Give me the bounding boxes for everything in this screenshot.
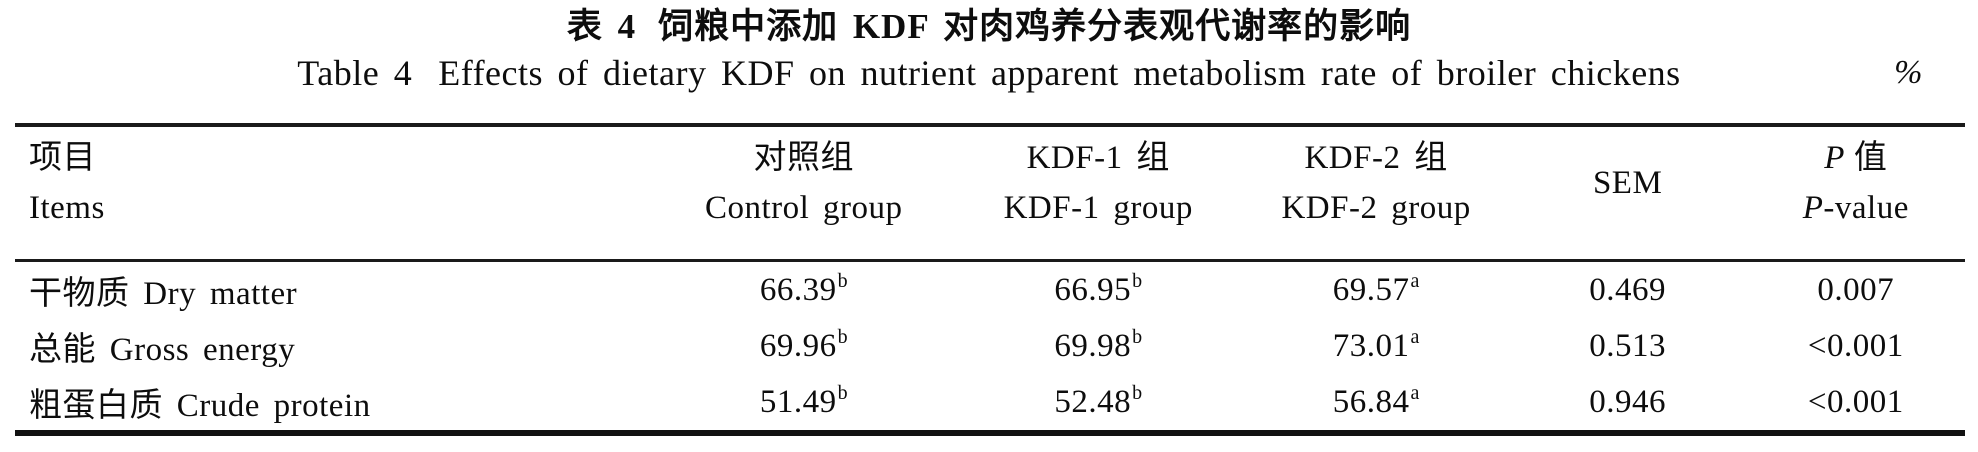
p-cn-rest: 值 bbox=[1853, 140, 1888, 176]
col-header-kdf1-en: KDF-1 group bbox=[1003, 190, 1193, 226]
table-title-chinese-text: 饲粮中添加 KDF 对肉鸡养分表观代谢率的影响 bbox=[658, 7, 1412, 46]
col-header-control-cn: 对照组 bbox=[753, 140, 855, 176]
significance-superscript: b bbox=[1132, 269, 1143, 292]
significance-superscript: b bbox=[837, 325, 848, 348]
table-row: 粗蛋白质 Crude protein 51.49b 52.48b 56.84a … bbox=[15, 374, 1965, 433]
cell-sem: 0.469 bbox=[1589, 271, 1666, 308]
table-number-chinese: 表 4 bbox=[566, 7, 637, 46]
cell-p-value: <0.001 bbox=[1807, 383, 1904, 420]
row-label: 总能 Gross energy bbox=[29, 332, 296, 368]
cell-kdf1-group: 66.95b bbox=[953, 261, 1244, 319]
significance-superscript: b bbox=[1132, 381, 1143, 404]
cell-value: 66.39 bbox=[759, 271, 837, 308]
col-header-kdf2-cn: KDF-2 组 bbox=[1304, 140, 1448, 176]
cell-value: 69.57 bbox=[1332, 271, 1410, 308]
col-header-control-en: Control group bbox=[704, 190, 903, 226]
cell-value: 56.84 bbox=[1332, 383, 1410, 420]
cell-control-group: 66.39b bbox=[655, 261, 953, 319]
col-header-sem-label: SEM bbox=[1592, 165, 1663, 201]
cell-kdf1-group: 69.98b bbox=[953, 318, 1244, 374]
row-label: 粗蛋白质 Crude protein bbox=[29, 388, 371, 424]
cell-value: 66.95 bbox=[1054, 271, 1132, 308]
cell-value: 73.01 bbox=[1332, 327, 1410, 364]
cell-sem: 0.513 bbox=[1589, 327, 1666, 364]
table-header: 项目 Items 对照组 Control group KDF-1 组 KDF-1… bbox=[15, 125, 1965, 262]
col-header-control-group: 对照组 Control group bbox=[654, 125, 953, 262]
col-header-kdf2-en: KDF-2 group bbox=[1281, 190, 1471, 226]
cell-value: 69.98 bbox=[1054, 327, 1132, 364]
p-symbol-cn: P bbox=[1824, 140, 1845, 176]
cell-kdf2-group: 56.84a bbox=[1243, 374, 1508, 433]
significance-superscript: b bbox=[837, 381, 848, 404]
table-title-chinese: 表 4 饲粮中添加 KDF 对肉鸡养分表观代谢率的影响 bbox=[0, 0, 1978, 50]
p-en-rest: -value bbox=[1823, 190, 1909, 226]
significance-superscript: b bbox=[837, 269, 848, 292]
significance-superscript: a bbox=[1410, 269, 1420, 292]
col-header-kdf1-cn: KDF-1 组 bbox=[1026, 140, 1170, 176]
table-row: 干物质 Dry matter 66.39b 66.95b 69.57a 0.46… bbox=[15, 261, 1965, 319]
row-label: 干物质 Dry matter bbox=[29, 276, 298, 312]
cell-kdf1-group: 52.48b bbox=[953, 374, 1244, 433]
cell-p-value: <0.001 bbox=[1807, 327, 1904, 364]
col-header-items-en: Items bbox=[29, 190, 105, 226]
cell-p-value: 0.007 bbox=[1817, 271, 1895, 308]
cell-control-group: 69.96b bbox=[655, 318, 953, 374]
cell-kdf2-group: 69.57a bbox=[1243, 261, 1508, 319]
cell-control-group: 51.49b bbox=[655, 374, 953, 433]
table-number-english: Table 4 bbox=[297, 53, 413, 93]
table-title-english-text: Effects of dietary KDF on nutrient appar… bbox=[438, 53, 1681, 93]
col-header-p-en: P-value bbox=[1747, 183, 1965, 233]
significance-superscript: b bbox=[1132, 325, 1143, 348]
cell-kdf2-group: 73.01a bbox=[1243, 318, 1508, 374]
cell-value: 52.48 bbox=[1054, 383, 1132, 420]
percent-unit-label: % bbox=[1894, 54, 1923, 91]
col-header-items: 项目 Items bbox=[15, 125, 655, 262]
col-header-sem: SEM bbox=[1508, 125, 1747, 262]
table-body: 干物质 Dry matter 66.39b 66.95b 69.57a 0.46… bbox=[15, 261, 1965, 434]
table-row: 总能 Gross energy 69.96b 69.98b 73.01a 0.5… bbox=[15, 318, 1965, 374]
cell-sem: 0.946 bbox=[1589, 383, 1666, 420]
significance-superscript: a bbox=[1410, 325, 1420, 348]
cell-value: 69.96 bbox=[759, 327, 837, 364]
header-row: 项目 Items 对照组 Control group KDF-1 组 KDF-1… bbox=[15, 125, 1965, 262]
col-header-items-cn: 项目 bbox=[29, 140, 96, 176]
cell-value: 51.49 bbox=[759, 383, 837, 420]
col-header-kdf2-group: KDF-2 组 KDF-2 group bbox=[1243, 125, 1509, 262]
table-title-english-row: Table 4 Effects of dietary KDF on nutrien… bbox=[0, 50, 1978, 96]
col-header-kdf1-group: KDF-1 组 KDF-1 group bbox=[952, 125, 1244, 262]
p-symbol-en: P bbox=[1802, 190, 1824, 226]
significance-superscript: a bbox=[1410, 381, 1420, 404]
data-table: 项目 Items 对照组 Control group KDF-1 组 KDF-1… bbox=[15, 123, 1965, 436]
